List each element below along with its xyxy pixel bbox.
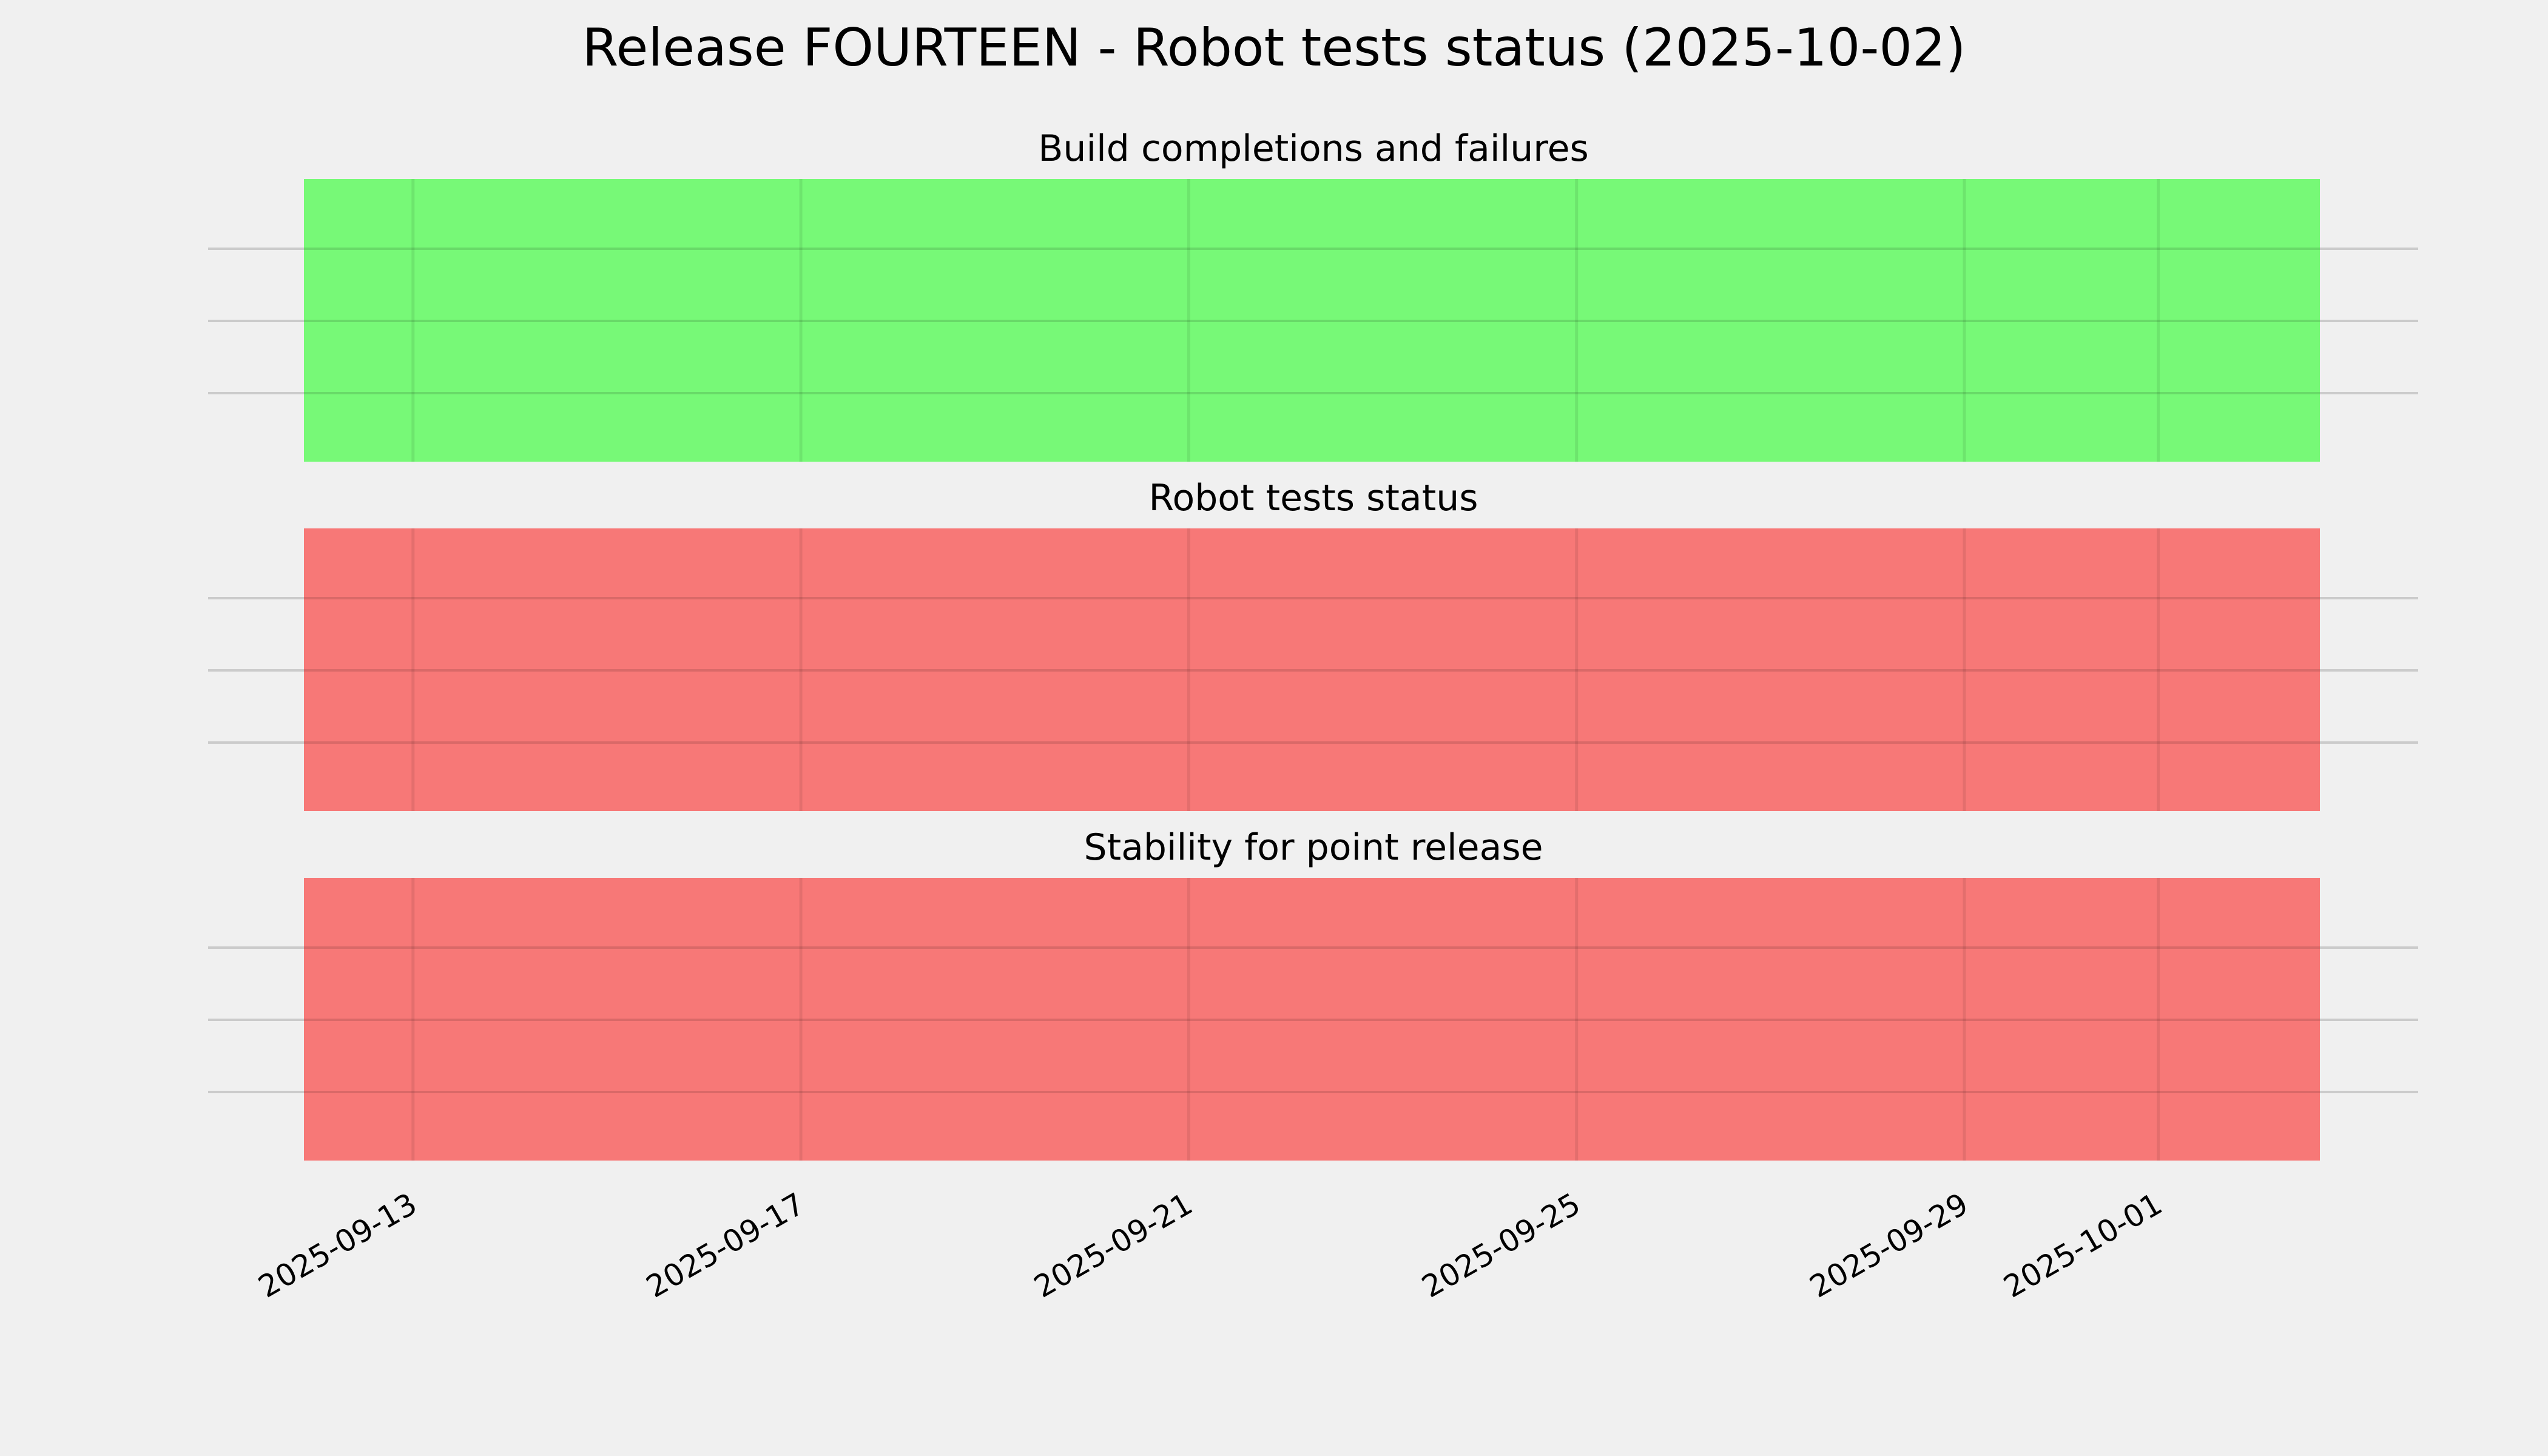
panel-title: Stability for point release bbox=[1084, 826, 1543, 869]
panel-1: Build completions and failures bbox=[208, 127, 2418, 462]
x-tick-label: 2025-09-21 bbox=[1028, 1186, 1199, 1305]
x-tick-label: 2025-09-25 bbox=[1416, 1186, 1586, 1305]
x-tick-label: 2025-09-13 bbox=[252, 1186, 423, 1305]
panel-title: Robot tests status bbox=[1148, 477, 1478, 519]
x-tick-label: 2025-10-01 bbox=[1998, 1186, 2168, 1305]
figure-title: Release FOURTEEN - Robot tests status (2… bbox=[582, 18, 1966, 78]
panel-title: Build completions and failures bbox=[1038, 127, 1589, 170]
panel-2: Robot tests status bbox=[208, 477, 2418, 811]
status-span-fail bbox=[304, 878, 2320, 1161]
panel-3: Stability for point release bbox=[208, 826, 2418, 1161]
status-span-pass bbox=[304, 179, 2320, 462]
x-tick-label: 2025-09-17 bbox=[640, 1186, 811, 1305]
status-span-fail bbox=[304, 528, 2320, 811]
x-tick-label: 2025-09-29 bbox=[1804, 1186, 1974, 1305]
